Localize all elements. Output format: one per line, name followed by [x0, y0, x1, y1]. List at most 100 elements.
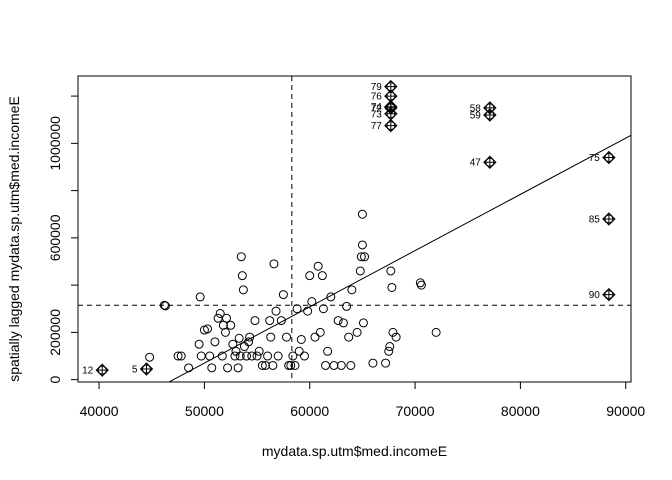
data-point [173, 351, 183, 361]
data-point [210, 337, 220, 347]
data-point [260, 360, 270, 370]
data-point [269, 259, 279, 269]
data-point [234, 333, 244, 343]
data-point [357, 240, 367, 250]
data-point [294, 346, 304, 356]
data-point [355, 266, 365, 276]
point-label: 90 [589, 290, 601, 301]
data-point [223, 363, 233, 373]
data-point [239, 342, 249, 352]
data-point [347, 285, 357, 295]
influential-circle [485, 157, 495, 167]
x-tick-label: 50000 [185, 403, 224, 419]
y-tick-label: 200000 [47, 309, 63, 356]
data-points [145, 209, 441, 373]
data-point [384, 346, 394, 356]
influential-point [139, 362, 154, 376]
data-point [244, 337, 254, 347]
data-point [266, 332, 276, 342]
data-point [387, 282, 397, 292]
data-point [184, 363, 194, 373]
data-point [358, 318, 368, 328]
data-point [252, 351, 262, 361]
data-point [416, 280, 426, 290]
data-point [305, 271, 315, 281]
data-point [282, 332, 292, 342]
data-point [278, 290, 288, 300]
data-point [318, 304, 328, 314]
point-label: 74 [371, 102, 383, 113]
data-point [205, 351, 215, 361]
data-point [299, 351, 309, 361]
point-label: 75 [589, 153, 601, 164]
data-point [344, 332, 354, 342]
influential-point [483, 108, 497, 122]
data-point [235, 351, 245, 361]
data-point [203, 324, 213, 334]
influential-circle [604, 214, 614, 224]
data-point [286, 360, 296, 370]
x-tick-label: 70000 [396, 403, 435, 419]
data-point [233, 363, 243, 373]
data-point [213, 313, 223, 323]
data-point [290, 360, 300, 370]
data-point [313, 261, 323, 271]
point-label: 5 [132, 365, 138, 376]
point-label: 47 [470, 158, 482, 169]
influential-circle [386, 109, 396, 119]
data-point [356, 252, 366, 262]
data-point [271, 306, 281, 316]
data-point [326, 292, 336, 302]
data-point [196, 351, 206, 361]
data-point [386, 266, 396, 276]
point-label: 79 [371, 82, 383, 93]
y-axis: 0 200000 600000 1000000 [47, 95, 79, 384]
data-point [195, 292, 205, 302]
influential-circle [604, 290, 614, 300]
data-point [431, 327, 441, 337]
data-point [247, 351, 257, 361]
data-point [391, 332, 401, 342]
data-point [265, 316, 275, 326]
data-point [273, 351, 283, 361]
data-point [160, 301, 170, 311]
y-tick-label: 1000000 [47, 116, 63, 171]
point-label: 59 [470, 110, 482, 121]
point-label: 77 [371, 121, 383, 132]
data-point [333, 316, 343, 326]
x-axis-label: mydata.sp.utm$med.incomeE [262, 443, 447, 459]
data-point [238, 285, 248, 295]
influential-point [602, 212, 616, 226]
influential-circle [604, 153, 614, 163]
data-point [310, 332, 320, 342]
data-point [317, 271, 327, 281]
data-point [242, 351, 252, 361]
regression-line [167, 134, 631, 382]
data-point [231, 346, 241, 356]
data-point [381, 358, 391, 368]
data-point [215, 308, 225, 318]
point-label: 72 [371, 103, 383, 114]
data-point [250, 316, 260, 326]
data-point [176, 351, 186, 361]
data-point [217, 351, 227, 361]
x-tick-label: 90000 [606, 403, 645, 419]
influential-circle [485, 110, 495, 120]
data-point [388, 327, 398, 337]
data-point [254, 346, 264, 356]
data-point [263, 351, 273, 361]
influential-point [483, 155, 497, 169]
x-tick-label: 60000 [290, 403, 329, 419]
influential-circle [141, 364, 151, 374]
point-label: 76 [371, 92, 383, 103]
data-point [303, 306, 313, 316]
data-point [236, 252, 246, 262]
data-point [222, 313, 232, 323]
data-point [292, 304, 302, 314]
data-point [346, 360, 356, 370]
x-tick-label: 40000 [80, 403, 119, 419]
data-point [276, 316, 286, 326]
influential-points [95, 79, 616, 377]
influential-point [384, 118, 398, 133]
data-point [230, 351, 240, 361]
